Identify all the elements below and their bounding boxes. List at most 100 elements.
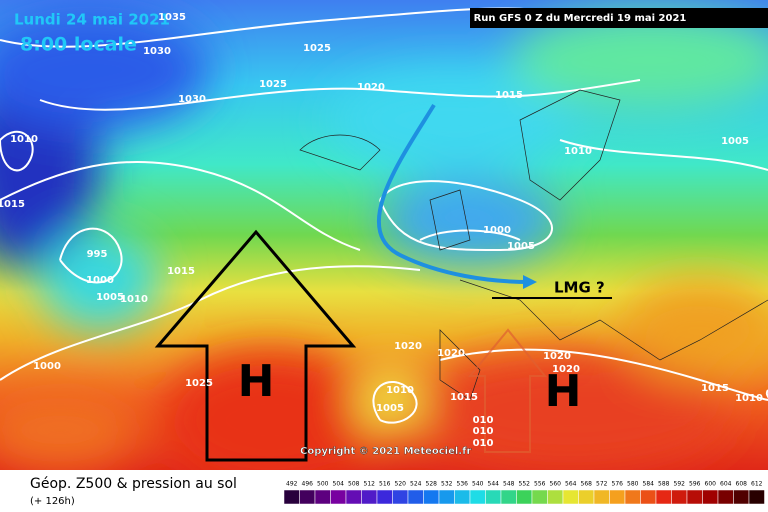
scale-label: 584 <box>643 481 655 488</box>
scale-swatch <box>702 489 719 505</box>
scale-swatch <box>655 489 672 505</box>
isobar-label: 1025 <box>259 79 287 90</box>
isobar-label: 1010 <box>735 393 763 404</box>
isobar-label: 1025 <box>303 43 331 54</box>
scale-swatch <box>345 489 362 505</box>
scale-swatch <box>671 489 688 505</box>
isobar-label: 1020 <box>543 351 571 362</box>
lmg-label: LMG ? <box>554 279 605 297</box>
scale-swatch <box>531 489 548 505</box>
scale-swatch <box>640 489 657 505</box>
isobar-label: 1035 <box>158 12 186 23</box>
scale-swatch <box>500 489 517 505</box>
scale-label: 544 <box>488 481 500 488</box>
scale-swatch <box>686 489 703 505</box>
scale-swatch <box>423 489 440 505</box>
isobar-label: 1005 <box>507 241 535 252</box>
scale-swatch <box>454 489 471 505</box>
isobar-label: 1020 <box>437 348 465 359</box>
flow-arrow <box>377 103 531 284</box>
color-scale: 492 496 500 504 508 512 516 520 524 528 532 536 540 5… <box>283 481 765 505</box>
scale-label: 572 <box>596 481 608 488</box>
scale-swatch <box>733 489 750 505</box>
scale-label: 548 <box>503 481 515 488</box>
scale-swatch <box>361 489 378 505</box>
isobar-label: 1020 <box>552 364 580 375</box>
scale-swatch <box>547 489 564 505</box>
isobar-label: 1010 <box>10 134 38 145</box>
scale-swatch <box>330 489 347 505</box>
isobars <box>0 7 768 424</box>
isobar-label: 1000 <box>33 361 61 372</box>
isobar-label: 1005 <box>96 292 124 303</box>
scale-label: 516 <box>379 481 391 488</box>
scale-label: 508 <box>348 481 360 488</box>
scale-swatch <box>392 489 409 505</box>
scale-label: 500 <box>317 481 329 488</box>
scale-swatch <box>283 489 300 505</box>
isobar-label: 1010 <box>386 385 414 396</box>
scale-swatch <box>485 489 502 505</box>
valid-time: 8:00 locale <box>20 34 137 56</box>
high-arrow-west <box>154 229 357 462</box>
scale-label: 520 <box>395 481 407 488</box>
high-label: H <box>238 356 275 407</box>
isobar-label: 1010 <box>564 146 592 157</box>
isobar-label: 1015 <box>495 90 523 101</box>
scale-label: 536 <box>457 481 469 488</box>
scale-swatch <box>299 489 316 505</box>
high-arrow-east <box>467 328 548 453</box>
isobar-label: 1020 <box>357 82 385 93</box>
scale-swatch <box>717 489 734 505</box>
lead-time: (+ 126h) <box>30 496 75 507</box>
isobar-label: 1005 <box>721 136 749 147</box>
scale-swatch <box>593 489 610 505</box>
isobar-label: 1015 <box>0 199 25 210</box>
scale-label: 504 <box>333 481 345 488</box>
isobar-label: 1015 <box>701 383 729 394</box>
flow-arrowhead <box>523 275 537 289</box>
scale-label: 612 <box>751 481 763 488</box>
scale-label: 492 <box>286 481 298 488</box>
isobar-label: 1000 <box>86 275 114 286</box>
isobar-label: 1030 <box>143 46 171 57</box>
coastlines <box>299 89 768 401</box>
run-info: Run GFS 0 Z du Mercredi 19 mai 2021 <box>474 13 687 24</box>
scale-label: 596 <box>689 481 701 488</box>
scale-swatch <box>407 489 424 505</box>
scale-label: 528 <box>426 481 438 488</box>
isobar-label: 010 <box>473 415 494 426</box>
scale-label: 600 <box>705 481 717 488</box>
scale-swatch <box>438 489 455 505</box>
scale-swatch <box>516 489 533 505</box>
scale-label: 580 <box>627 481 639 488</box>
isobar-label: 1010 <box>120 294 148 305</box>
scale-label: 556 <box>534 481 546 488</box>
isobar-label: 1015 <box>167 266 195 277</box>
isobar-label: 1000 <box>483 225 511 236</box>
isobar-label: 010 <box>473 426 494 437</box>
scale-label: 496 <box>302 481 314 488</box>
scale-label: 568 <box>581 481 593 488</box>
scale-swatch <box>609 489 626 505</box>
isobar-label: 1030 <box>178 94 206 105</box>
scale-label: 588 <box>658 481 670 488</box>
scale-swatch <box>562 489 579 505</box>
isobar-label: 1015 <box>450 392 478 403</box>
scale-label: 592 <box>674 481 686 488</box>
scale-label: 540 <box>472 481 484 488</box>
scale-label: 560 <box>550 481 562 488</box>
scale-swatch <box>624 489 641 505</box>
isobar-label: 1020 <box>394 341 422 352</box>
scale-swatch <box>314 489 331 505</box>
isobar-label: 1005 <box>376 403 404 414</box>
legend-title: Géop. Z500 & pression au sol <box>30 476 237 492</box>
scale-label: 512 <box>364 481 376 488</box>
scale-label: 576 <box>612 481 624 488</box>
run-box <box>470 8 768 28</box>
valid-date: Lundi 24 mai 2021 <box>14 11 170 29</box>
isobar-label: 995 <box>87 249 108 260</box>
isobar-label: 010 <box>473 438 494 449</box>
scale-label: 604 <box>720 481 732 488</box>
